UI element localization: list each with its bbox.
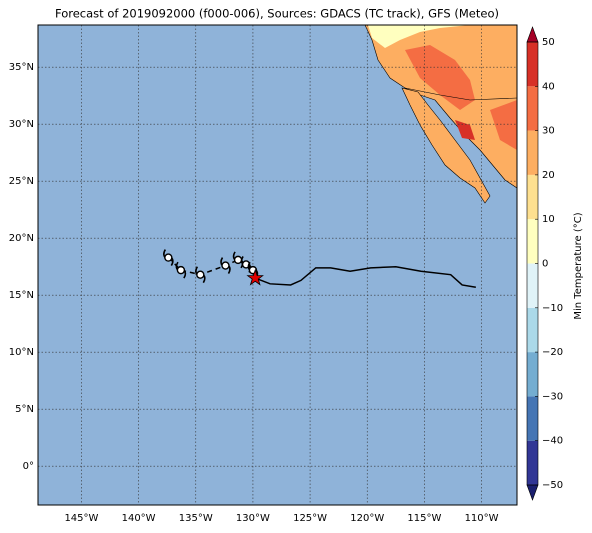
cool-patch — [368, 25, 470, 48]
x-tick-label: 135°W — [179, 513, 213, 524]
x-tick-label: 115°W — [407, 513, 441, 524]
y-tick-label: 25°N — [9, 176, 34, 187]
land — [364, 25, 517, 204]
x-tick-label: 125°W — [293, 513, 327, 524]
x-tick-label: 130°W — [236, 513, 270, 524]
storm-center — [176, 265, 186, 275]
colorbar-tick-label: 0 — [542, 259, 548, 270]
colorbar-tick-label: 20 — [542, 170, 555, 181]
colorbar-tick-label: 40 — [542, 81, 555, 92]
colorbar-tick-label: −40 — [542, 436, 563, 447]
storm-center — [221, 261, 230, 270]
colorbar-tick-label: 10 — [542, 214, 555, 225]
forecast-track — [254, 265, 476, 288]
colorbar-tick-label: −30 — [542, 391, 563, 402]
x-tick-label: 110°W — [465, 513, 499, 524]
map-title: Forecast of 2019092000 (f000-006), Sourc… — [55, 7, 499, 21]
colorbar-bin — [527, 130, 538, 175]
colorbar-bin — [527, 352, 538, 397]
colorbar-bin — [527, 307, 538, 353]
baja-peninsula — [401, 87, 491, 204]
colorbar-bin — [527, 42, 538, 87]
colorbar-tick-label: 50 — [542, 37, 555, 48]
x-tick-label: 140°W — [122, 513, 156, 524]
y-tick-label: 20°N — [9, 233, 34, 244]
y-tick-label: 15°N — [9, 290, 34, 301]
x-tick-label: 145°W — [64, 513, 98, 524]
colorbar-bin — [527, 263, 538, 308]
storm-center — [196, 270, 205, 279]
y-tick-label: 30°N — [9, 119, 34, 130]
colorbar-bin — [527, 86, 538, 131]
warm-patch — [405, 45, 475, 110]
current-position-star — [246, 268, 264, 286]
colorbar-bin — [527, 440, 538, 485]
x-tick-label: 120°W — [350, 513, 384, 524]
colorbar-under — [526, 484, 539, 501]
border — [404, 87, 517, 101]
colorbar-label: Min Temperature (°C) — [573, 212, 584, 319]
hot-patch — [455, 120, 475, 140]
y-tick-label: 0° — [23, 461, 34, 472]
y-tick-label: 35°N — [9, 62, 34, 73]
y-tick-label: 10°N — [9, 347, 34, 358]
colorbar-tick-label: 30 — [542, 126, 555, 137]
colorbar-tick-label: −50 — [542, 480, 563, 491]
track — [163, 249, 476, 288]
y-tick-label: 5°N — [15, 404, 34, 415]
colorbar: −50 −40 −30 −20 −10 0 10 20 30 40 50 — [526, 26, 563, 501]
colorbar-bin — [527, 174, 538, 220]
colorbar-bin — [527, 219, 538, 264]
ocean — [38, 25, 517, 505]
storm-center — [164, 253, 173, 262]
warm-patch — [490, 100, 517, 150]
colorbar-over — [526, 26, 539, 43]
grid — [38, 25, 517, 505]
storm-center — [233, 255, 243, 265]
colorbar-tick-label: −10 — [542, 303, 563, 314]
map-frame — [37, 24, 518, 506]
colorbar-tick-label: −20 — [542, 347, 563, 358]
mainland — [364, 25, 517, 189]
colorbar-bin — [527, 396, 538, 441]
